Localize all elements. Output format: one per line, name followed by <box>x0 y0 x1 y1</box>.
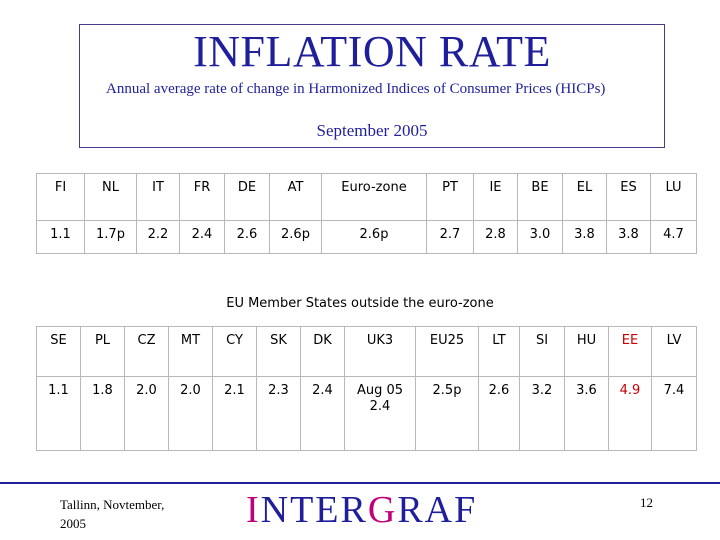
table-cell: 3.8 <box>606 220 651 254</box>
table-cell: 2.6 <box>478 376 520 451</box>
table-cell: Aug 05 2.4 <box>344 376 416 451</box>
table-cell: LT <box>478 326 520 377</box>
table-cell: EE <box>608 326 652 377</box>
logo-letter: G <box>367 489 398 531</box>
table-cell: 2.4 <box>300 376 345 451</box>
table-cell: 2.1 <box>212 376 257 451</box>
table-header-row: SE PL CZ MT CY SK DK UK3 EU25 LT SI HU EE LV <box>36 326 697 377</box>
table-cell: DE <box>224 173 270 221</box>
table-cell: 1.1 <box>36 220 85 254</box>
logo-letter: RAF <box>397 489 478 531</box>
table-cell: NL <box>84 173 137 221</box>
table-cell: LV <box>651 326 697 377</box>
table-cell: LU <box>650 173 697 221</box>
table-cell: CZ <box>124 326 169 377</box>
table-row: 1.1 1.7p 2.2 2.4 2.6 2.6p 2.6p 2.7 2.8 3.0 3.8 3.8 4… <box>36 220 697 254</box>
section-label: EU Member States outside the euro-zone <box>226 296 494 311</box>
subtitle: Annual average rate of change in Harmoni… <box>106 81 606 97</box>
table-cell: 3.2 <box>519 376 565 451</box>
table-cell: 1.7p <box>84 220 137 254</box>
table-cell: IE <box>473 173 518 221</box>
footer-divider <box>0 482 720 484</box>
table-cell: 2.5p <box>415 376 479 451</box>
non-euro-inflation-table: SE PL CZ MT CY SK DK UK3 EU25 LT SI HU EE LV 1.1 1.8 2.… <box>36 326 697 451</box>
table-cell: MT <box>168 326 213 377</box>
table-cell: 2.8 <box>473 220 518 254</box>
table-cell: 1.1 <box>36 376 81 451</box>
table-cell: AT <box>269 173 322 221</box>
table-cell: 2.3 <box>256 376 301 451</box>
table-cell: 4.9 <box>608 376 652 451</box>
table-cell: PT <box>426 173 474 221</box>
table-cell: 2.6p <box>269 220 322 254</box>
period-label: September 2005 <box>316 121 428 140</box>
table-header-row: FI NL IT FR DE AT Euro-zone PT IE BE EL ES LU <box>36 173 697 221</box>
table-cell: CY <box>212 326 257 377</box>
table-cell: 2.6p <box>321 220 427 254</box>
table-cell: 3.0 <box>517 220 563 254</box>
table-cell: SK <box>256 326 301 377</box>
table-cell: 2.7 <box>426 220 474 254</box>
table-cell: UK3 <box>344 326 416 377</box>
table-cell: FR <box>179 173 225 221</box>
euro-zone-inflation-table: FI NL IT FR DE AT Euro-zone PT IE BE EL ES LU 1.1 1.7… <box>36 173 697 254</box>
table-cell: PL <box>80 326 125 377</box>
table-cell: FI <box>36 173 85 221</box>
table-cell: 1.8 <box>80 376 125 451</box>
table-cell: 2.4 <box>179 220 225 254</box>
table-row: 1.1 1.8 2.0 2.0 2.1 2.3 2.4 Aug 05 2.4 2.5p 2.6 3.2… <box>36 376 697 451</box>
page-title: INFLATION RATE <box>193 27 551 76</box>
table-cell: SI <box>519 326 565 377</box>
table-cell: BE <box>517 173 563 221</box>
table-cell: EU25 <box>415 326 479 377</box>
table-cell: HU <box>564 326 609 377</box>
footer-location-date: Tallinn, Novtember, 2005 <box>60 497 165 531</box>
title-box: INFLATION RATE Annual average rate of ch… <box>79 24 665 148</box>
logo-letter: I <box>246 489 261 531</box>
table-cell: 3.6 <box>564 376 609 451</box>
table-cell: 2.0 <box>124 376 169 451</box>
table-cell: SE <box>36 326 81 377</box>
table-cell: ES <box>606 173 651 221</box>
table-cell: 4.7 <box>650 220 697 254</box>
table-cell: IT <box>136 173 180 221</box>
table-cell: DK <box>300 326 345 377</box>
table-cell: Euro-zone <box>321 173 427 221</box>
logo-letter: NTER <box>260 489 368 531</box>
table-cell: 2.2 <box>136 220 180 254</box>
intergraf-logo: INTERGRAF <box>246 487 477 533</box>
table-cell: EL <box>562 173 607 221</box>
table-cell: 2.6 <box>224 220 270 254</box>
table-cell: 2.0 <box>168 376 213 451</box>
table-cell: 3.8 <box>562 220 607 254</box>
page-number: 12 <box>640 495 653 510</box>
table-cell: 7.4 <box>651 376 697 451</box>
